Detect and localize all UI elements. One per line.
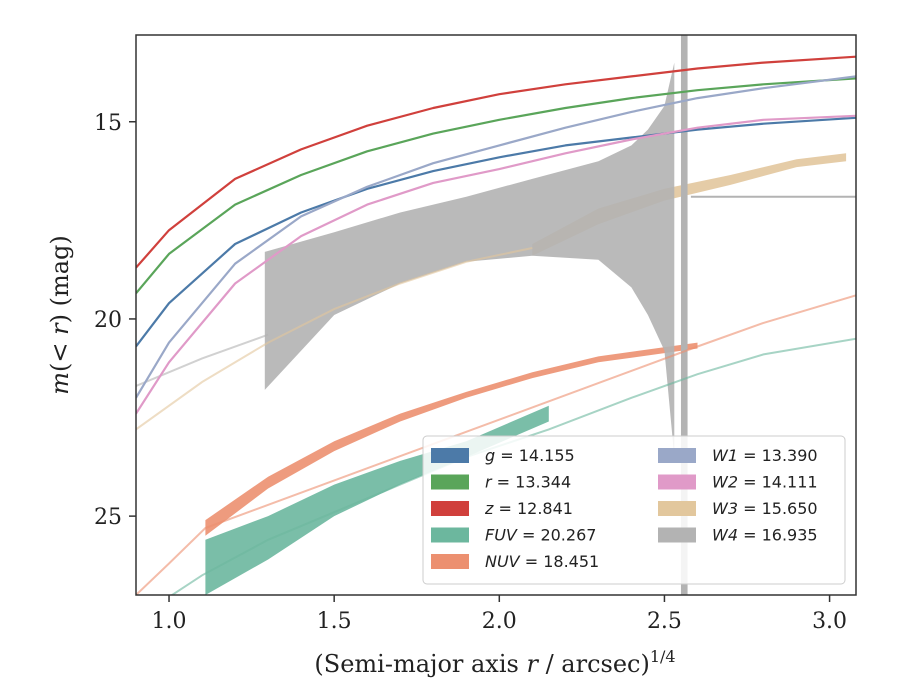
legend-swatch-nuv	[431, 554, 469, 569]
x-tick-label: 1.0	[152, 609, 187, 634]
w4-band	[264, 62, 675, 457]
legend-swatch-w2	[658, 474, 696, 490]
y-axis-label: m(< r) (mag)	[46, 235, 74, 395]
w2-series-line	[136, 114, 856, 415]
legend-swatch-w1	[658, 448, 696, 463]
r-series-line	[136, 77, 856, 295]
x-tick-label: 2.5	[647, 609, 682, 634]
legend-label-w4: W4 = 16.935	[712, 526, 818, 545]
w4-spike	[680, 35, 688, 595]
legend-swatch-fuv	[431, 527, 469, 543]
legend-swatch-w3	[658, 501, 696, 516]
legend-label-fuv: FUV = 20.267	[485, 526, 596, 545]
legend-swatch-r	[431, 474, 469, 490]
legend-label-w2: W2 = 14.111	[712, 473, 818, 492]
x-tick-label: 2.0	[482, 609, 517, 634]
g-series-line	[136, 116, 856, 348]
legend-box	[422, 435, 846, 585]
legend-swatch-w4	[658, 527, 696, 543]
plot-frame	[135, 34, 857, 596]
y-tick-label: 15	[94, 111, 122, 136]
legend-label-nuv: NUV = 18.451	[485, 552, 599, 571]
w3-band	[532, 153, 847, 256]
x-tick-label: 1.5	[317, 609, 352, 634]
w3-extension-line	[136, 247, 533, 431]
y-tick-label: 20	[94, 308, 122, 333]
legend: g = 14.155 r = 13.344 z = 12.841 FUV = 20.2…	[422, 435, 846, 585]
z-series-line	[136, 55, 856, 269]
legend-label-g: g = 14.155	[485, 446, 575, 465]
axes-ticks: 1.0 1.5 2.0 2.5 3.0 15 20 25	[94, 111, 847, 634]
legend-swatch-g	[431, 448, 469, 463]
x-tick-label: 3.0	[812, 609, 847, 634]
legend-label-w3: W3 = 15.650	[712, 499, 818, 518]
y-tick-label: 25	[94, 505, 122, 530]
legend-label-z: z = 12.841	[484, 499, 573, 518]
legend-label-r: r = 13.344	[485, 473, 571, 492]
legend-label-w1: W1 = 13.390	[712, 446, 818, 465]
legend-swatch-z	[431, 501, 469, 516]
w4-extension-line	[136, 333, 269, 387]
w1-series-line	[136, 75, 856, 399]
x-axis-label: (Semi-major axis r / arcsec)1/4	[314, 647, 675, 678]
